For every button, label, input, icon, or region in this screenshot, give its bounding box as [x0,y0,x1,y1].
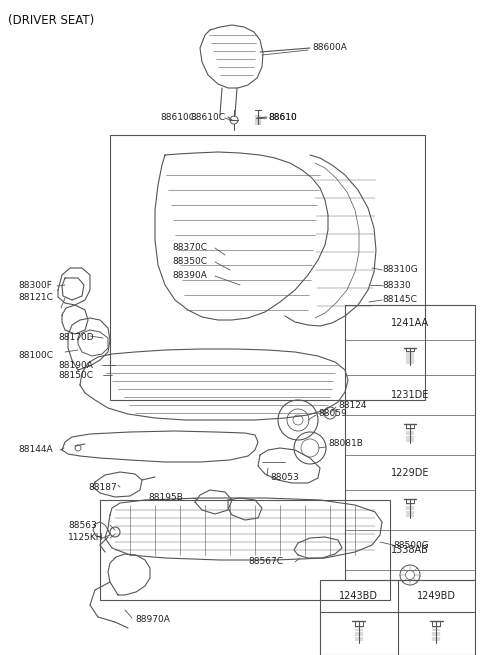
Text: 88563: 88563 [68,521,97,529]
Bar [100,500,390,600]
Text: 88300F: 88300F [18,280,52,290]
Text: 1231DE: 1231DE [391,390,429,400]
Text: 88350C: 88350C [172,257,207,267]
Text: 1338AB: 1338AB [391,545,429,555]
Text: 88100C: 88100C [18,350,53,360]
Text: 88390A: 88390A [172,272,207,280]
Text: 88500G: 88500G [393,540,429,550]
Bar [320,580,475,655]
Text: 88195B: 88195B [148,493,183,502]
Text: 88170D: 88170D [58,333,94,343]
Text: 1243BD: 1243BD [339,591,378,601]
Text: 88145C: 88145C [382,295,417,305]
Text: 1229DE: 1229DE [391,468,429,477]
Text: 88610: 88610 [268,113,297,121]
Text: 88190A: 88190A [58,360,93,369]
Text: 88610C: 88610C [160,113,195,122]
Text: 88053: 88053 [270,474,299,483]
Text: 1249BD: 1249BD [417,591,456,601]
Bar [110,135,425,400]
Text: 88081B: 88081B [328,438,363,447]
Text: 88150C: 88150C [58,371,93,379]
Text: 88600A: 88600A [312,43,347,52]
Text: 88121C: 88121C [18,293,53,303]
Text: 88124: 88124 [338,400,367,409]
Text: 88370C: 88370C [172,244,207,252]
Text: 88187: 88187 [88,483,117,491]
Text: (DRIVER SEAT): (DRIVER SEAT) [8,14,94,27]
Text: 88059: 88059 [318,409,347,417]
Text: 88310G: 88310G [382,265,418,274]
Text: 88610: 88610 [268,113,297,122]
Text: 88610C: 88610C [190,113,225,121]
Text: 88970A: 88970A [135,616,170,624]
Text: 88567C: 88567C [248,557,283,567]
Text: 1241AA: 1241AA [391,318,429,328]
Bar [345,305,475,580]
Text: 1125KH: 1125KH [68,534,104,542]
Text: 88144A: 88144A [18,445,53,455]
Text: 88330: 88330 [382,280,411,290]
